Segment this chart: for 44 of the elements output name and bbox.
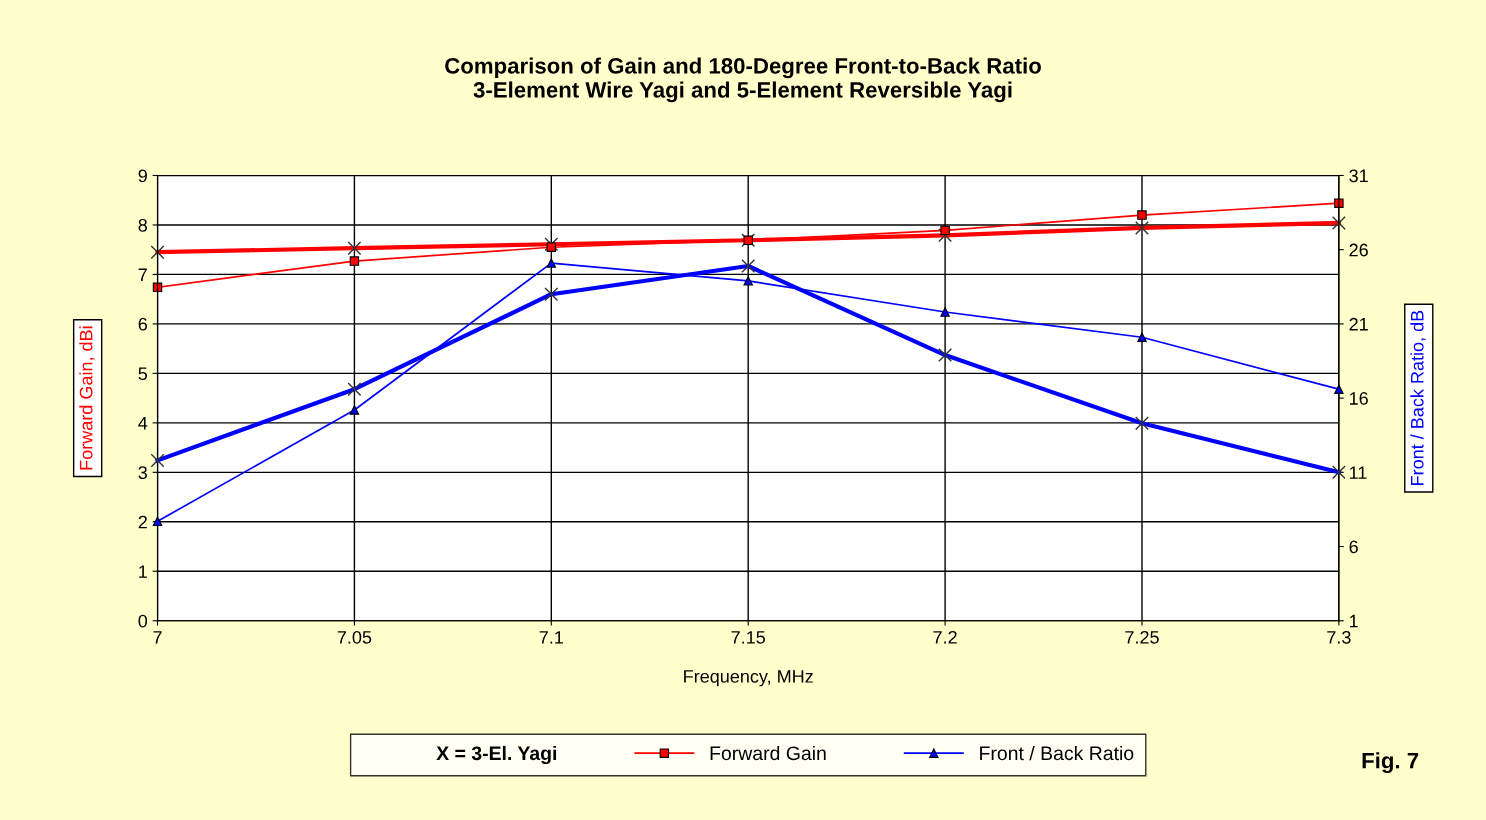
point xyxy=(1334,384,1344,394)
point xyxy=(1334,198,1344,208)
x-tick-label: 7.3 xyxy=(1327,630,1351,644)
x-tick-label: 7 xyxy=(153,631,162,644)
x-tick-label: 7.15 xyxy=(731,631,766,644)
y-tick-label: 1 xyxy=(139,565,147,578)
caption: Fig. 7 xyxy=(1362,752,1419,774)
point xyxy=(546,242,557,252)
y-axis-title: Forward Gain, dBi xyxy=(79,326,95,470)
y2-tick-label: 1 xyxy=(1349,614,1358,628)
y-tick-label: 0 xyxy=(138,614,148,628)
legend-label: Forward Gain xyxy=(710,745,826,761)
x-tick-label: 7.1 xyxy=(539,631,563,644)
y-tick-label: 8 xyxy=(138,218,148,232)
point xyxy=(940,307,950,317)
x-tick-label: 7.25 xyxy=(1125,630,1159,644)
y2-tick-label: 11 xyxy=(1349,466,1367,479)
point xyxy=(743,276,753,286)
point xyxy=(349,256,360,266)
point xyxy=(1137,210,1147,220)
legend-label: Front / Back Ratio xyxy=(980,745,1134,761)
y2-axis-title: Front / Back Ratio, dB xyxy=(1410,310,1426,485)
y-tick-label: 9 xyxy=(138,169,147,183)
y2-tick-label: 31 xyxy=(1349,169,1368,183)
y2-tick-label: 16 xyxy=(1349,392,1368,405)
x-tick-label: 7.05 xyxy=(337,630,372,644)
point xyxy=(349,405,360,415)
legend-title: X = 3-El. Yagi xyxy=(436,745,557,765)
y-tick-label: 4 xyxy=(138,416,148,430)
y-tick-label: 7 xyxy=(138,268,147,281)
y2-tick-label: 21 xyxy=(1349,317,1368,331)
chart-title: Comparison of Gain and 180-Degree Front-to-Back Ratio 3-Element Wire Yagi and 5-Element Reversible Yagi xyxy=(445,57,1041,103)
y2-tick-label: 26 xyxy=(1349,243,1368,257)
y-tick-label: 3 xyxy=(138,466,147,480)
y-tick-label: 2 xyxy=(138,515,147,529)
x-axis-title: Frequency, MHz xyxy=(684,670,813,687)
y2-tick-label: 6 xyxy=(1349,540,1358,554)
point xyxy=(546,258,557,268)
y-tick-label: 6 xyxy=(138,317,147,331)
x-tick-label: 7.2 xyxy=(933,630,957,644)
point xyxy=(152,516,163,527)
point xyxy=(1137,332,1147,342)
y-tick-label: 5 xyxy=(138,367,148,381)
point xyxy=(940,225,950,236)
